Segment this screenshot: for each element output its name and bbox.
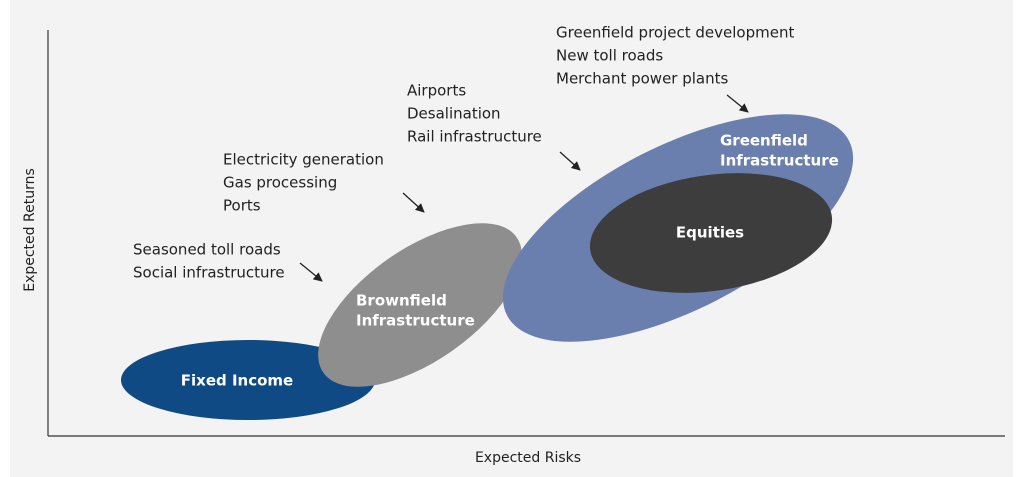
y-axis-label: Expected Returns bbox=[22, 168, 38, 292]
annotation: Social infrastructure bbox=[133, 264, 285, 282]
node-label: Greenfield bbox=[720, 132, 808, 150]
node-label: Brownfield bbox=[356, 292, 447, 310]
annotation: New toll roads bbox=[556, 47, 663, 65]
annotation: Merchant power plants bbox=[556, 70, 729, 88]
equities-ellipse bbox=[589, 173, 833, 293]
arrow bbox=[559, 151, 581, 171]
x-axis-label: Expected Risks bbox=[475, 450, 581, 466]
annotation: Desalination bbox=[407, 105, 501, 123]
annotation: Airports bbox=[407, 82, 466, 100]
node-label: Fixed Income bbox=[181, 372, 293, 390]
fixed-income-ellipse bbox=[121, 340, 375, 420]
brownfield-ellipse bbox=[318, 223, 522, 387]
arrow bbox=[726, 94, 749, 113]
annotation: Ports bbox=[223, 197, 261, 215]
annotation: Greenfield project development bbox=[556, 24, 794, 42]
arrow bbox=[299, 262, 323, 282]
node-label: Equities bbox=[676, 224, 744, 242]
arrow bbox=[402, 192, 425, 213]
annotation: Rail infrastructure bbox=[407, 128, 542, 146]
annotation: Electricity generation bbox=[223, 151, 384, 169]
node-label: Infrastructure bbox=[720, 152, 839, 170]
annotation: Gas processing bbox=[223, 174, 337, 192]
annotation: Seasoned toll roads bbox=[133, 241, 281, 259]
node-label: Infrastructure bbox=[356, 312, 475, 330]
